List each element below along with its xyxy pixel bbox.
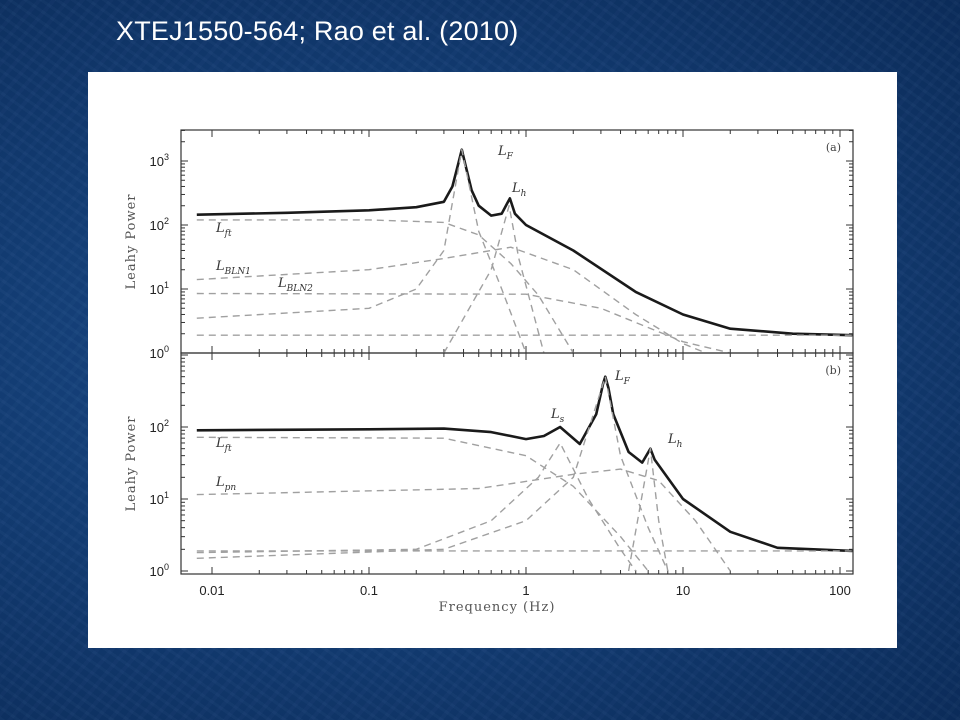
y-axis-label: Leahy Power [124, 193, 139, 289]
y-tick-label: 101 [150, 490, 169, 507]
y-tick-label: 103 [150, 152, 169, 169]
annotation-bln2: LBLN2 [277, 276, 313, 294]
x-tick-label: 10 [676, 583, 690, 598]
annotation-ft: Lft [215, 221, 232, 239]
plot-frame-a [180, 129, 854, 354]
x-tick-label: 1 [522, 583, 529, 598]
annotation-pn: Lpn [215, 475, 236, 493]
component-l-ft [196, 436, 649, 572]
model-curve [196, 375, 853, 553]
model-curve [196, 148, 853, 337]
plot-frame-b [180, 352, 854, 575]
y-axis-label: Leahy Power [124, 415, 139, 511]
annotation-ft: Lft [215, 436, 232, 454]
x-tick-label: 0.01 [199, 583, 224, 598]
component-l-ft [196, 219, 574, 354]
slide-title: XTEJ1550-564; Rao et al. (2010) [116, 16, 519, 46]
annotation-s: Ls [550, 407, 565, 425]
component-l-s [196, 442, 637, 572]
component-l-bln1 [196, 246, 707, 354]
y-tick-label: 101 [150, 280, 169, 297]
x-tick-label: 100 [829, 583, 851, 598]
y-tick-label: 100 [150, 344, 169, 361]
y-tick-label: 100 [150, 562, 169, 579]
figure-panel: 103 102 101 100 Leahy Power (a) LF Lh Lft LBLN1 LB… [88, 72, 897, 648]
component-l-f [196, 149, 527, 354]
component-l-bln2 [196, 292, 731, 354]
x-tick-label: 0.1 [360, 583, 378, 598]
y-tick-label: 102 [150, 418, 169, 435]
component-l-h [443, 205, 545, 354]
annotation-h: Lh [511, 181, 526, 199]
annotation-f: LF [497, 144, 514, 162]
panel-label: (b) [825, 364, 841, 377]
annotation-f: LF [614, 369, 631, 387]
component-l-pn [196, 468, 731, 572]
component-l-f [196, 376, 669, 572]
x-axis-label: Frequency (Hz) [439, 600, 556, 615]
panel-label: (a) [826, 141, 841, 154]
annotation-bln1: LBLN1 [215, 259, 251, 277]
y-tick-label: 102 [150, 216, 169, 233]
component-l-h [627, 448, 669, 572]
annotation-h: Lh [667, 432, 682, 450]
